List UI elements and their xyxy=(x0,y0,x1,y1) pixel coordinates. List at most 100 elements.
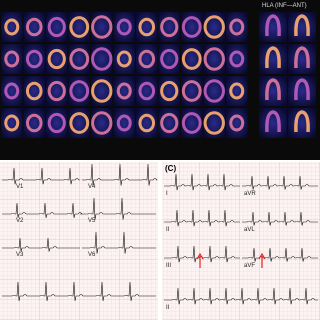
ecg-trace xyxy=(164,173,240,191)
ecg-trace xyxy=(82,163,158,186)
lead-label: V1 xyxy=(16,184,24,190)
ecg-trace xyxy=(2,167,80,185)
spect-ring xyxy=(138,81,156,101)
red-arrows xyxy=(196,252,266,268)
spect-ring xyxy=(69,48,90,70)
spect-ring xyxy=(47,112,66,134)
spect-ring xyxy=(181,48,202,70)
spect-ring xyxy=(25,17,43,37)
spect-tile xyxy=(23,108,45,138)
ecg-trace xyxy=(2,281,156,301)
arrow xyxy=(258,252,266,268)
spect-tile xyxy=(23,12,45,42)
spect-ring xyxy=(69,112,90,134)
lead-label: II xyxy=(166,227,170,233)
ecg-left-panel xyxy=(0,162,158,320)
ecg-trace xyxy=(242,211,318,226)
spect-ring xyxy=(91,111,113,135)
spect-tile xyxy=(136,12,158,42)
spect-ring xyxy=(294,46,310,69)
spect-ring xyxy=(294,14,310,37)
spect-ring xyxy=(229,82,245,100)
spect-ring xyxy=(4,114,20,132)
ecg-right-panel xyxy=(162,162,320,320)
spect-tile xyxy=(23,44,45,74)
spect-tiles xyxy=(1,12,316,138)
spect-ring xyxy=(160,16,179,38)
spect-ring xyxy=(91,79,113,103)
lead-label: II xyxy=(166,305,170,311)
spect-ring xyxy=(181,112,202,134)
spect-ring xyxy=(4,82,20,100)
spect-tile xyxy=(226,108,248,138)
spect-ring xyxy=(181,16,202,38)
spect-tile xyxy=(23,76,45,106)
spect-tile xyxy=(1,108,23,138)
ecg-trace xyxy=(242,175,318,190)
spect-ring xyxy=(138,113,156,133)
spect-ring xyxy=(229,50,245,68)
spect-ring xyxy=(47,16,66,38)
spect-tile xyxy=(1,44,23,74)
spect-ring xyxy=(25,49,43,69)
spect-ring xyxy=(47,80,66,102)
spect-ring xyxy=(91,47,113,71)
spect-ring xyxy=(229,18,245,36)
ecg-trace xyxy=(82,231,156,254)
spect-ring xyxy=(203,111,225,135)
spect-ring xyxy=(4,18,20,36)
spect-ring xyxy=(47,48,66,70)
spect-tile xyxy=(226,44,248,74)
spect-ring xyxy=(160,48,179,70)
spect-ring xyxy=(203,47,225,71)
spect-ring xyxy=(69,16,90,38)
spect-tile xyxy=(226,76,248,106)
spect-ring xyxy=(265,110,281,133)
spect-tile xyxy=(113,12,135,42)
spect-ring xyxy=(229,114,245,132)
spect-ring xyxy=(203,79,225,103)
ecg-trace xyxy=(164,209,240,227)
arrow xyxy=(196,252,204,268)
spect-ring xyxy=(116,82,132,100)
spect-tile xyxy=(226,12,248,42)
lead-label: aVR xyxy=(244,191,256,197)
spect-ring xyxy=(294,110,310,133)
spect-tile xyxy=(136,44,158,74)
lead-label: III xyxy=(166,263,171,269)
spect-ring xyxy=(138,49,156,69)
spect-ring xyxy=(160,112,179,134)
spect-ring xyxy=(4,50,20,68)
ecg-trace xyxy=(2,237,80,252)
spect-ring xyxy=(203,15,225,39)
ecg-trace xyxy=(2,202,83,218)
ecg-trace xyxy=(164,245,240,263)
lead-label: V3 xyxy=(16,252,24,258)
spect-ring xyxy=(265,78,281,101)
spect-ring xyxy=(265,14,281,37)
spect-ring xyxy=(138,17,156,37)
lead-label: aVF xyxy=(244,263,255,269)
spect-tile xyxy=(136,76,158,106)
spect-ring xyxy=(181,80,202,102)
spect-ring xyxy=(116,114,132,132)
lead-label: V2 xyxy=(16,218,24,224)
lead-label: V4 xyxy=(88,184,96,190)
spect-ring xyxy=(116,18,132,36)
spect-ring xyxy=(91,15,113,39)
panel-label: (C) xyxy=(165,164,176,173)
spect-tile xyxy=(136,108,158,138)
spect-title: HLA (INF—ANT) xyxy=(262,3,307,9)
spect-tile xyxy=(113,108,135,138)
lead-label: V5 xyxy=(88,218,96,224)
spect-ring xyxy=(116,50,132,68)
spect-ring xyxy=(25,81,43,101)
ecg-trace xyxy=(164,287,318,305)
spect-ring xyxy=(25,113,43,133)
lead-label: I xyxy=(166,191,168,197)
spect-tile xyxy=(1,12,23,42)
lead-label: V6 xyxy=(88,252,96,258)
spect-ring xyxy=(294,78,310,101)
